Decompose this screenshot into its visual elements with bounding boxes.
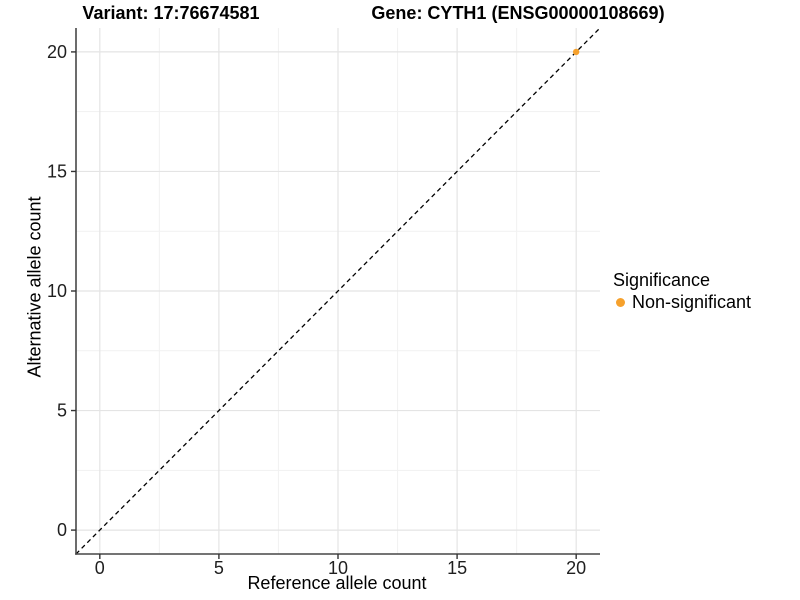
y-axis-title: Alternative allele count [24,196,45,378]
variant-title: Variant: 17:76674581 [82,3,260,23]
identity-dashed-line [75,27,601,555]
legend-title: Significance [613,270,711,290]
legend: Significance Non-significant [613,270,751,313]
x-tick-label: 10 [328,558,348,578]
data-point [572,48,580,56]
x-tick-label: 5 [214,558,224,578]
x-tick-label: 15 [447,558,467,578]
x-axis-title: Reference allele count [247,573,427,593]
legend-items: Non-significant [613,292,751,313]
x-tick-label: 0 [95,558,105,578]
y-tick-label: 0 [57,520,67,540]
legend-item-label: Non-significant [632,292,752,312]
legend-item: Non-significant [613,292,751,313]
y-tick-label: 15 [47,161,67,181]
gene-title: Gene: CYTH1 (ENSG00000108669) [371,3,665,23]
legend-dot-icon [616,298,625,307]
y-tick-label: 5 [57,401,67,421]
y-tick-label: 20 [47,42,67,62]
y-tick-label: 10 [47,281,67,301]
x-tick-label: 20 [566,558,586,578]
